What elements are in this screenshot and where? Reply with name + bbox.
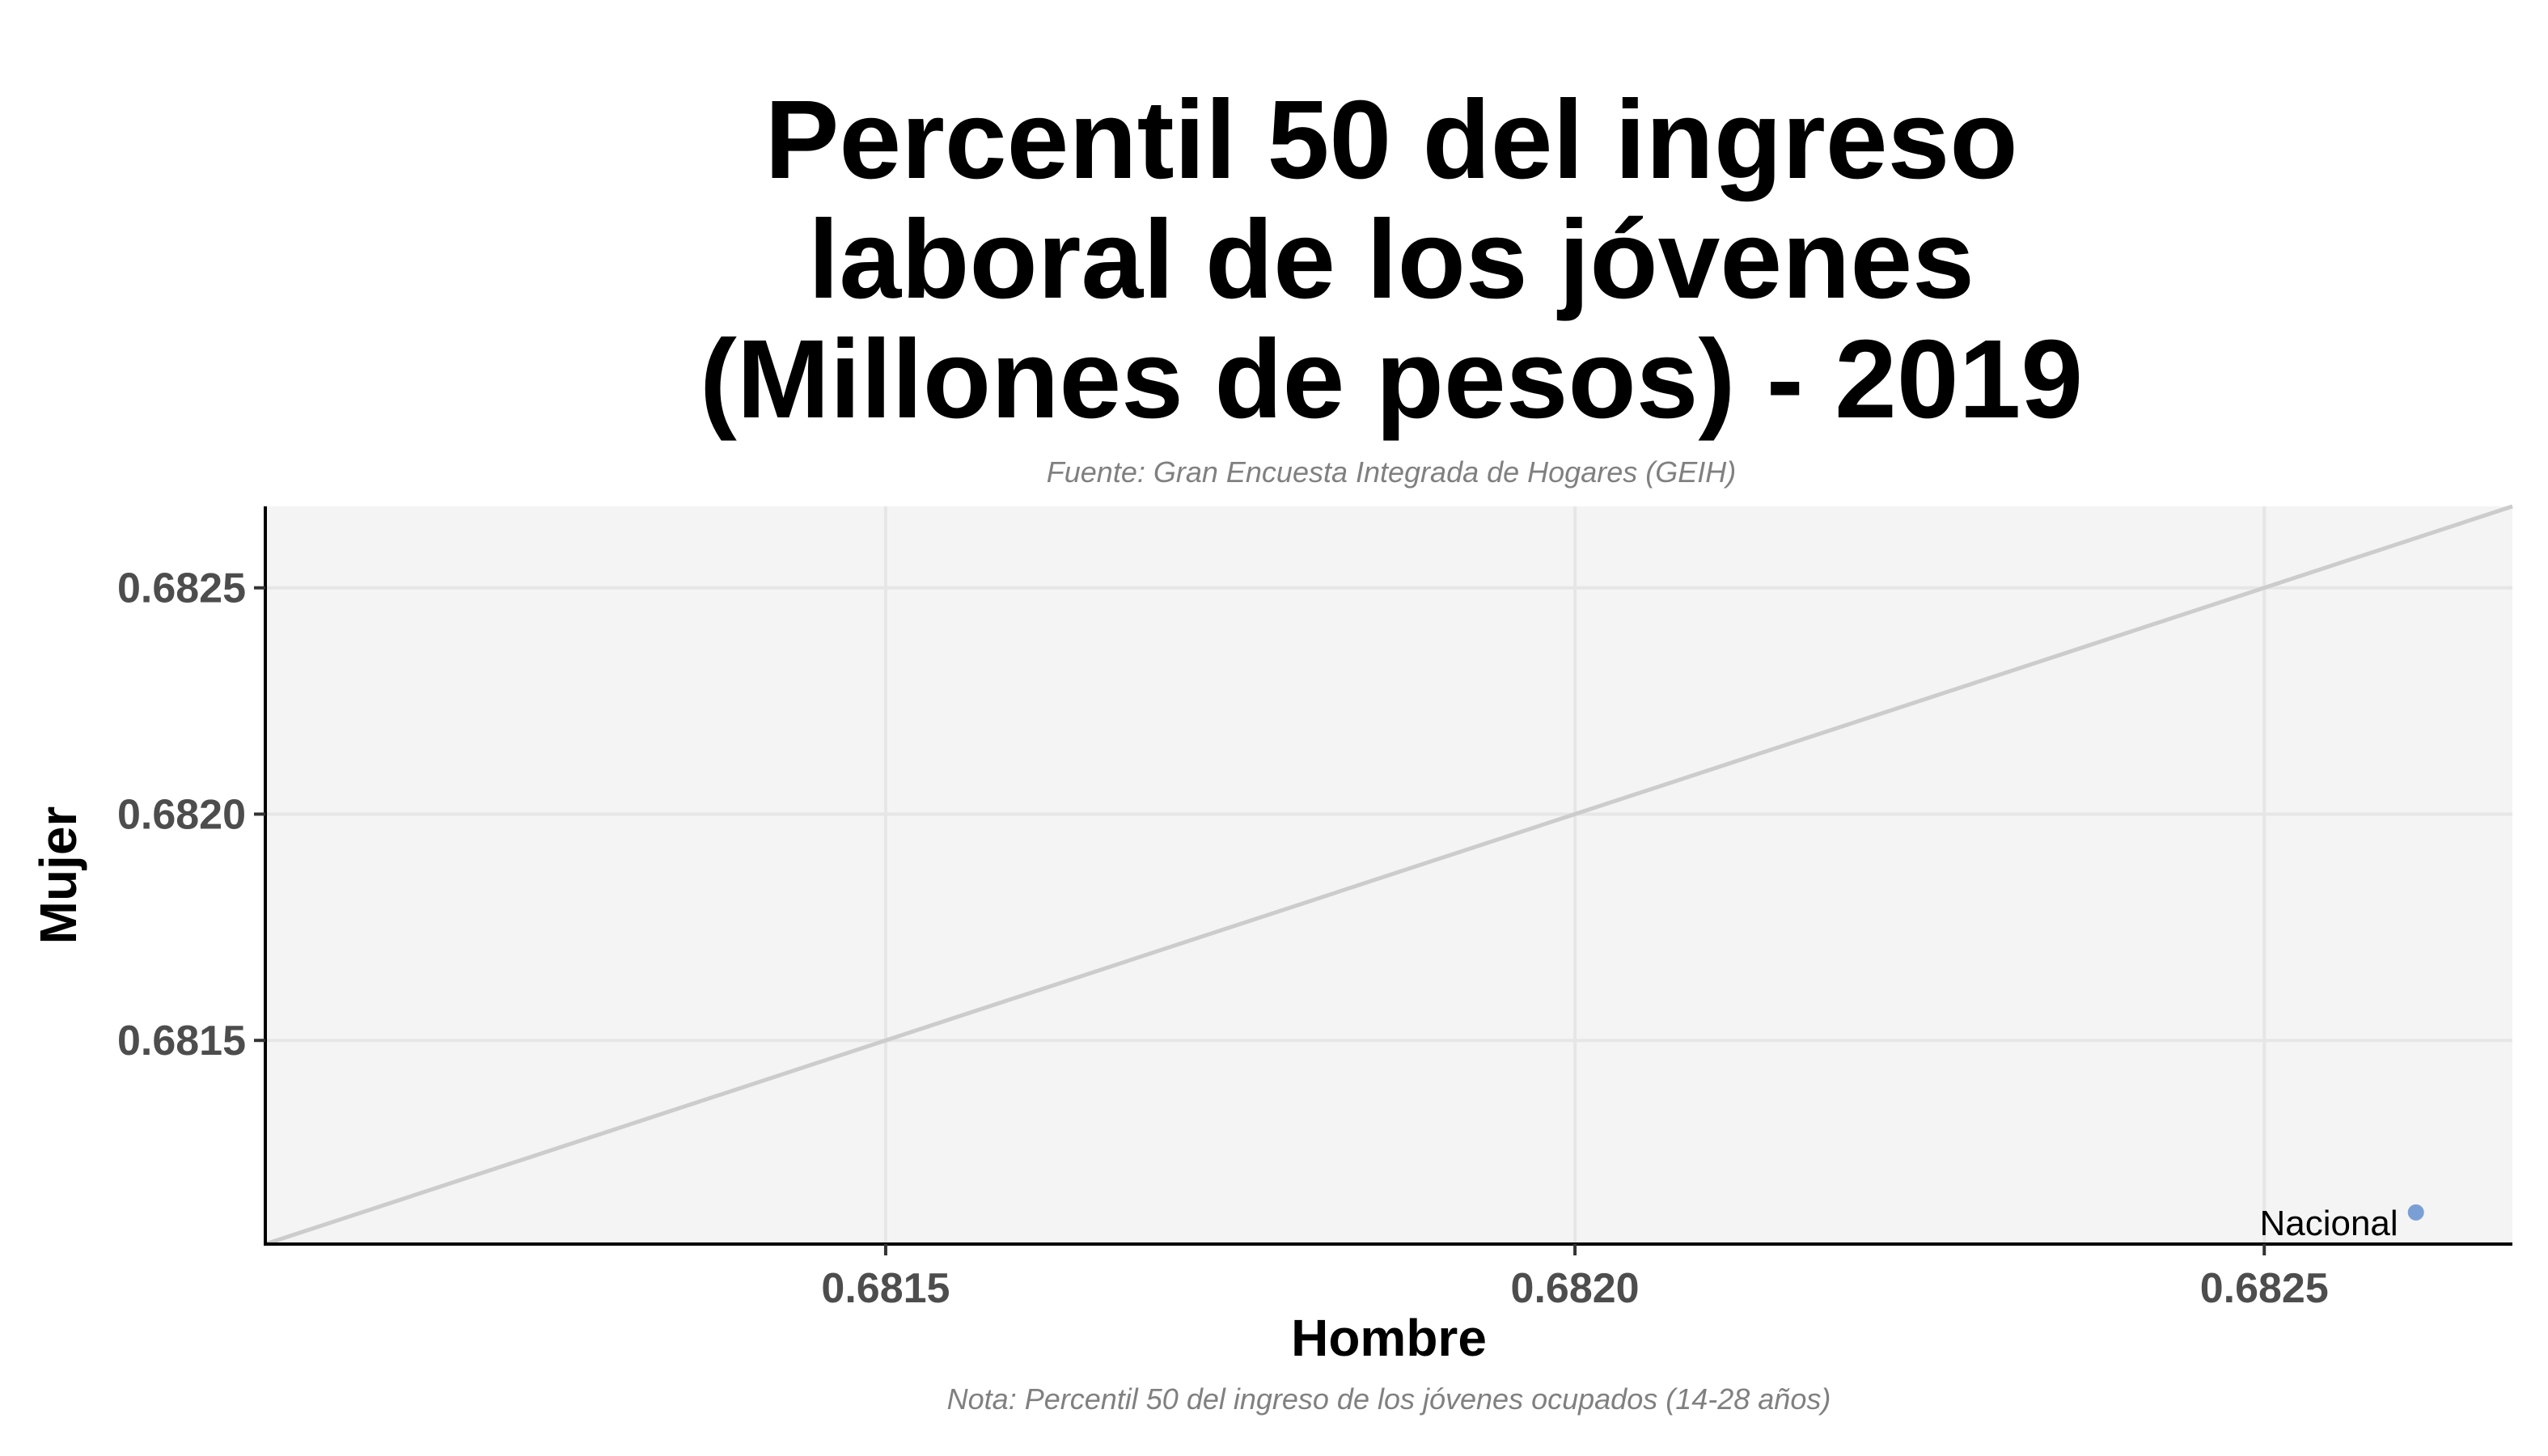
y-tick-label: 0.6820: [117, 791, 246, 838]
chart-subtitle: Fuente: Gran Encuesta Integrada de Hogar…: [1047, 455, 1736, 489]
data-point: [2407, 1204, 2424, 1221]
data-points: Nacional: [2259, 1204, 2424, 1243]
chart-caption: Nota: Percentil 50 del ingreso de los jó…: [947, 1382, 1831, 1416]
x-tick-label: 0.6825: [2200, 1265, 2329, 1312]
x-tick-label: 0.6815: [821, 1265, 950, 1312]
x-axis-title: Hombre: [1291, 1309, 1487, 1367]
chart-title-line-2: laboral de los jóvenes: [808, 197, 1974, 322]
y-axis-ticks: 0.6815 0.6820 0.6825: [117, 565, 265, 1064]
grid-lines: [265, 506, 2512, 1244]
reference-line: [265, 504, 2513, 1246]
y-axis-title: Mujer: [29, 806, 87, 945]
axes: [264, 506, 2512, 1246]
x-tick-label: 0.6820: [1511, 1265, 1640, 1312]
y-tick-label: 0.6825: [117, 565, 246, 612]
y-tick-label: 0.6815: [117, 1018, 246, 1064]
x-axis-ticks: 0.6815 0.6820 0.6825: [821, 1244, 2329, 1312]
chart-title-line-3: (Millones de pesos) - 2019: [700, 317, 2083, 442]
chart-title-line-1: Percentil 50 del ingreso: [764, 78, 2017, 202]
data-point-label: Nacional: [2259, 1204, 2398, 1243]
